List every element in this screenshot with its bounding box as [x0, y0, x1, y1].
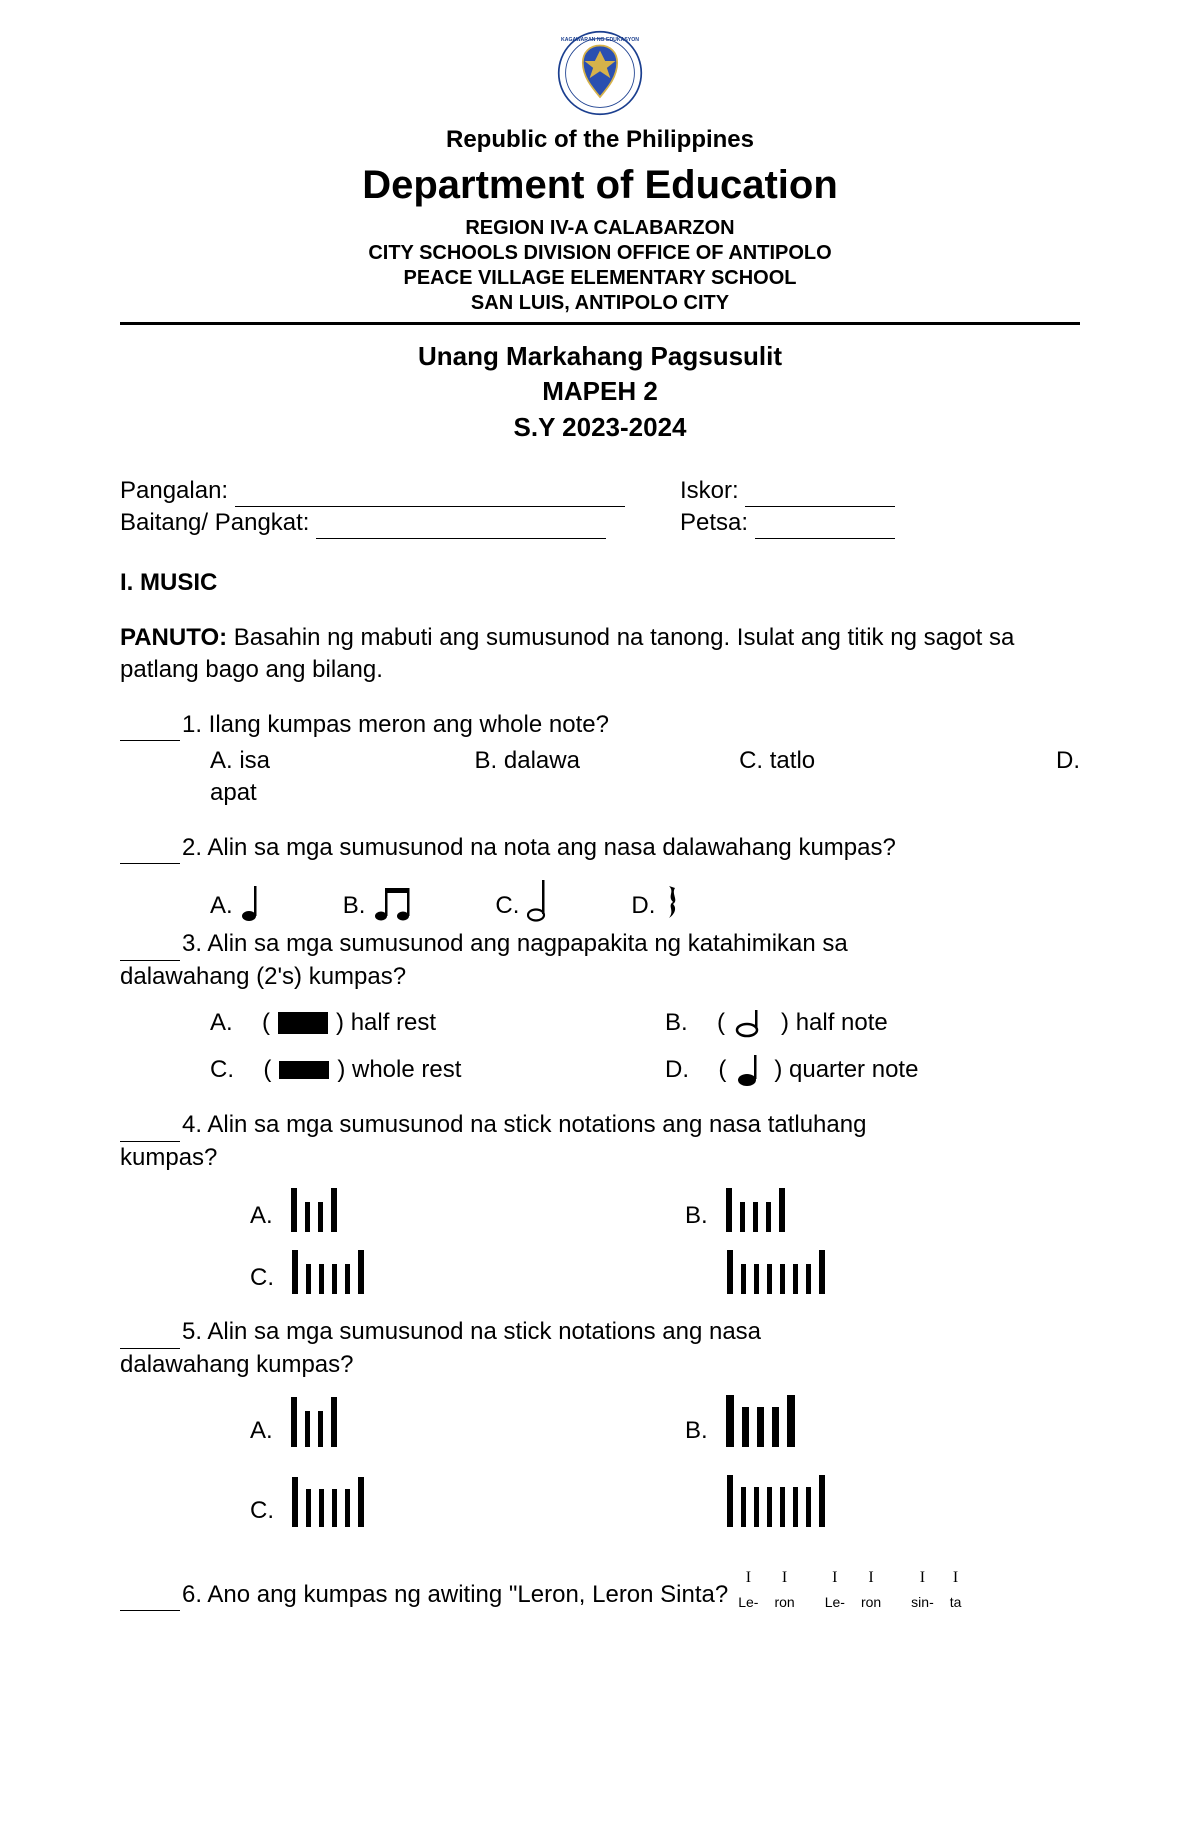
q1-text: 1. Ilang kumpas meron ang whole note?	[182, 709, 609, 741]
q1-choice-a: A. isa	[210, 745, 465, 777]
question-4: 4. Alin sa mga sumusunod na stick notati…	[120, 1109, 1080, 1294]
date-blank	[755, 513, 895, 539]
q5-text2: dalawahang kumpas?	[120, 1349, 1080, 1381]
rp-line: Republic of the Philippines	[120, 124, 1080, 156]
q5-c: C.	[250, 1495, 274, 1527]
svg-text:KAGAWARAN NG EDUKASYON: KAGAWARAN NG EDUKASYON	[561, 37, 639, 43]
stick-notation	[292, 1250, 364, 1294]
question-6: 6. Ano ang kumpas ng awiting "Leron, Ler…	[120, 1567, 1080, 1611]
q3-text: 3. Alin sa mga sumusunod ang nagpapakita…	[182, 928, 848, 960]
question-2: 2. Alin sa mga sumusunod na nota ang nas…	[120, 832, 1080, 922]
q3-d: D.	[665, 1054, 689, 1086]
question-5: 5. Alin sa mga sumusunod na stick notati…	[120, 1316, 1080, 1527]
answer-blank	[120, 1585, 180, 1611]
date-label: Petsa:	[680, 509, 748, 536]
half-rest-icon	[278, 1012, 328, 1034]
panuto-text: Basahin ng mabuti ang sumusunod na tanon…	[120, 624, 1014, 683]
stick-notation	[726, 1395, 795, 1447]
instructions: PANUTO: Basahin ng mabuti ang sumusunod …	[120, 622, 1080, 687]
header-divider	[120, 322, 1080, 325]
score-blank	[745, 481, 895, 507]
q2-a: A.	[210, 890, 233, 922]
q3-b: B.	[665, 1007, 688, 1039]
q4-b: B.	[685, 1200, 708, 1232]
question-3: 3. Alin sa mga sumusunod ang nagpapakita…	[120, 928, 1080, 1087]
name-blank	[235, 481, 625, 507]
q3-b-label: ) half note	[781, 1007, 888, 1039]
school-line: PEACE VILLAGE ELEMENTARY SCHOOL	[120, 266, 1080, 291]
q3-c-label: ) whole rest	[337, 1054, 461, 1086]
panuto-label: PANUTO:	[120, 624, 227, 651]
answer-blank	[120, 934, 180, 960]
exam-title: Unang Markahang Pagsusulit	[120, 339, 1080, 374]
open-paren: (	[263, 1054, 271, 1086]
name-label: Pangalan:	[120, 477, 228, 504]
eighth-notes-icon	[373, 882, 415, 922]
half-note-icon	[527, 878, 551, 922]
deped-seal: KAGAWARAN NG EDUKASYON	[557, 30, 643, 116]
city-line: SAN LUIS, ANTIPOLO CITY	[120, 291, 1080, 316]
grade-label: Baitang/ Pangkat:	[120, 509, 309, 536]
answer-blank	[120, 1322, 180, 1348]
q3-d-label: ) quarter note	[774, 1054, 918, 1086]
stick-notation	[291, 1397, 337, 1447]
region-line: REGION IV-A CALABARZON	[120, 216, 1080, 241]
quarter-note-small-icon	[734, 1053, 766, 1087]
q2-b: B.	[343, 890, 366, 922]
q1-choice-d-wrap: apat	[120, 777, 1080, 809]
question-1: 1. Ilang kumpas meron ang whole note? A.…	[120, 709, 1080, 810]
q3-text2: dalawahang (2's) kumpas?	[120, 961, 1080, 993]
q1-choice-c: C. tatlo	[739, 745, 994, 777]
score-label: Iskor:	[680, 477, 739, 504]
q4-text2: kumpas?	[120, 1142, 1080, 1174]
q3-a-label: ) half rest	[336, 1007, 436, 1039]
q5-a: A.	[250, 1415, 273, 1447]
q4-a: A.	[250, 1200, 273, 1232]
student-info: Pangalan: Iskor:	[120, 475, 1080, 507]
stick-notation	[727, 1475, 825, 1527]
exam-sy: S.Y 2023-2024	[120, 410, 1080, 445]
half-note-small-icon	[733, 1008, 773, 1038]
letterhead: Republic of the Philippines Department o…	[120, 124, 1080, 316]
open-paren: (	[717, 1007, 725, 1039]
q2-c: C.	[495, 890, 519, 922]
exam-subject: MAPEH 2	[120, 374, 1080, 409]
q4-c: C.	[250, 1262, 274, 1294]
whole-rest-icon	[279, 1061, 329, 1079]
grade-blank	[316, 513, 606, 539]
student-info-2: Baitang/ Pangkat: Petsa:	[120, 507, 1080, 539]
division-line: CITY SCHOOLS DIVISION OFFICE OF ANTIPOLO	[120, 241, 1080, 266]
q1-choice-b: B. dalawa	[475, 745, 730, 777]
answer-blank	[120, 1115, 180, 1141]
leron-notation: ILe- Iron ILe- Iron Isin- Ita	[738, 1567, 961, 1611]
q3-a: A.	[210, 1007, 233, 1039]
answer-blank	[120, 838, 180, 864]
q1-choice-d: D.	[1004, 745, 1080, 777]
q3-c: C.	[210, 1054, 234, 1086]
stick-notation	[727, 1250, 825, 1294]
open-paren: (	[718, 1054, 726, 1086]
answer-blank	[120, 715, 180, 741]
stick-notation	[726, 1188, 785, 1232]
q2-text: 2. Alin sa mga sumusunod na nota ang nas…	[182, 832, 896, 864]
q5-text: 5. Alin sa mga sumusunod na stick notati…	[182, 1316, 761, 1348]
q5-b: B.	[685, 1415, 708, 1447]
doe-line: Department of Education	[120, 158, 1080, 212]
quarter-note-icon	[241, 882, 263, 922]
stick-notation	[292, 1477, 364, 1527]
section-music: I. MUSIC	[120, 567, 1080, 599]
open-paren: (	[262, 1007, 270, 1039]
stick-notation	[291, 1188, 337, 1232]
quarter-rest-icon	[663, 882, 683, 922]
q2-d: D.	[631, 890, 655, 922]
q4-text: 4. Alin sa mga sumusunod na stick notati…	[182, 1109, 866, 1141]
q6-text: 6. Ano ang kumpas ng awiting "Leron, Ler…	[182, 1579, 728, 1611]
